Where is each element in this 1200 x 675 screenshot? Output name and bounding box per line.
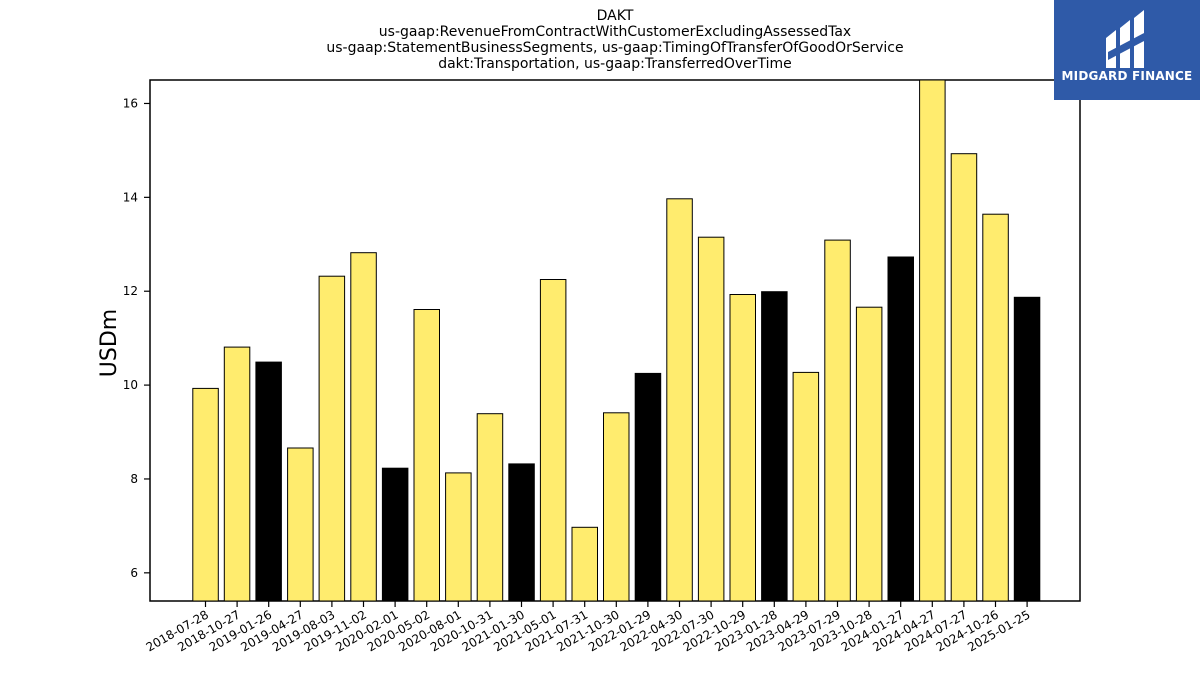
bar-2021-01-30 (508, 463, 535, 602)
logo-text: MIDGARD FINANCE (1061, 69, 1193, 83)
bar-2023-01-28 (761, 291, 788, 602)
y-tick-label: 10 (123, 378, 138, 392)
bar-2019-08-03 (318, 275, 346, 602)
bar-2022-10-29 (729, 294, 756, 602)
bar-2018-10-27 (223, 346, 251, 602)
bar-2021-10-30 (603, 412, 630, 602)
bar-2024-07-27 (950, 153, 978, 602)
chart-title-line: us-gaap:RevenueFromContractWithCustomerE… (379, 24, 851, 40)
y-axis-label: USDm (97, 309, 122, 377)
bar-2024-01-27 (887, 256, 914, 602)
y-tick-label: 16 (123, 96, 138, 110)
bar-2021-05-01 (539, 279, 567, 602)
bar-2023-10-28 (855, 306, 883, 602)
x-axis: 2018-07-282018-10-272019-01-262019-04-27… (144, 601, 1033, 654)
chart-title-line: dakt:Transportation, us-gaap:Transferred… (438, 56, 792, 72)
bar-2022-04-30 (666, 198, 693, 602)
bar-2022-07-30 (697, 236, 725, 602)
bar-2024-04-27 (919, 79, 946, 602)
chart-title: DAKTus-gaap:RevenueFromContractWithCusto… (326, 8, 903, 72)
bar-2025-01-25 (1013, 296, 1041, 602)
bar-2021-07-31 (571, 526, 598, 602)
bar-2020-10-31 (476, 413, 504, 602)
bar-2023-07-29 (824, 239, 851, 602)
y-tick-label: 8 (130, 472, 138, 486)
bar-2019-01-26 (255, 361, 282, 602)
bar-2024-10-26 (982, 213, 1009, 602)
bar-2022-01-29 (634, 372, 662, 602)
bars (192, 79, 1041, 602)
y-axis: 6 8 10 12 14 16 (123, 96, 150, 580)
y-tick-label: 14 (123, 190, 138, 204)
y-tick-label: 6 (130, 566, 138, 580)
bar-2020-02-01 (381, 467, 409, 602)
chart-title-line: DAKT (597, 8, 634, 24)
y-tick-label: 12 (123, 284, 138, 298)
bar-2019-11-02 (350, 252, 377, 602)
bar-2023-04-29 (792, 371, 820, 602)
bar-2020-08-01 (445, 472, 472, 602)
logo-mark-icon (1106, 10, 1146, 68)
bar-2019-04-27 (287, 447, 314, 602)
bar-2020-05-02 (413, 309, 440, 602)
chart-title-line: us-gaap:StatementBusinessSegments, us-ga… (326, 40, 903, 56)
bar-2018-07-28 (192, 387, 219, 602)
brand-logo: MIDGARD FINANCE (1054, 0, 1200, 100)
